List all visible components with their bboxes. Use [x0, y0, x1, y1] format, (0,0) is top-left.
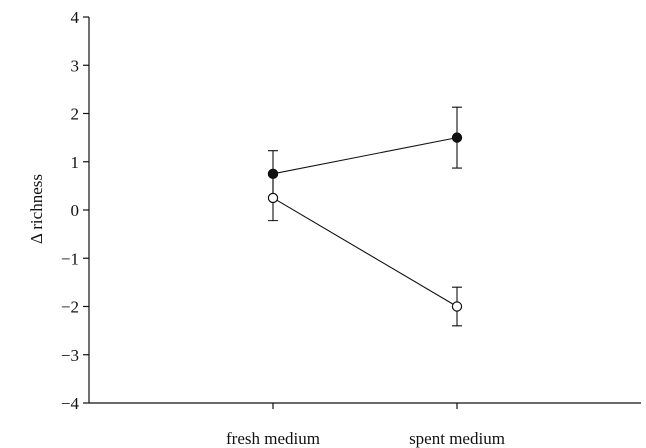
y-tick-label: 1: [71, 153, 80, 172]
series-2: [267, 174, 463, 327]
y-tick-label: −1: [61, 249, 79, 268]
y-tick-label: 3: [71, 56, 80, 75]
y-tick-label: −4: [61, 394, 80, 413]
data-point: [451, 301, 463, 312]
y-axis-label: Δ richness: [27, 174, 46, 244]
y-ticks: 4 3 2 1 0 −1 −2 −3 −4: [61, 8, 89, 413]
y-tick-label: −3: [61, 346, 79, 365]
data-point: [267, 192, 279, 204]
series-line: [272, 137, 458, 175]
y-tick-label: 2: [71, 105, 80, 124]
y-tick-label: 0: [71, 201, 80, 220]
x-tick-label: fresh medium: [226, 429, 320, 448]
y-tick-label: −2: [61, 298, 79, 317]
series-1: [267, 106, 463, 198]
series-line: [272, 197, 458, 307]
series-layer: [267, 106, 463, 327]
axes: [88, 17, 641, 404]
x-ticks: fresh medium spent medium: [226, 403, 505, 448]
data-point: [451, 132, 463, 143]
x-tick-label: spent medium: [409, 429, 505, 448]
y-tick-label: 4: [71, 8, 80, 27]
